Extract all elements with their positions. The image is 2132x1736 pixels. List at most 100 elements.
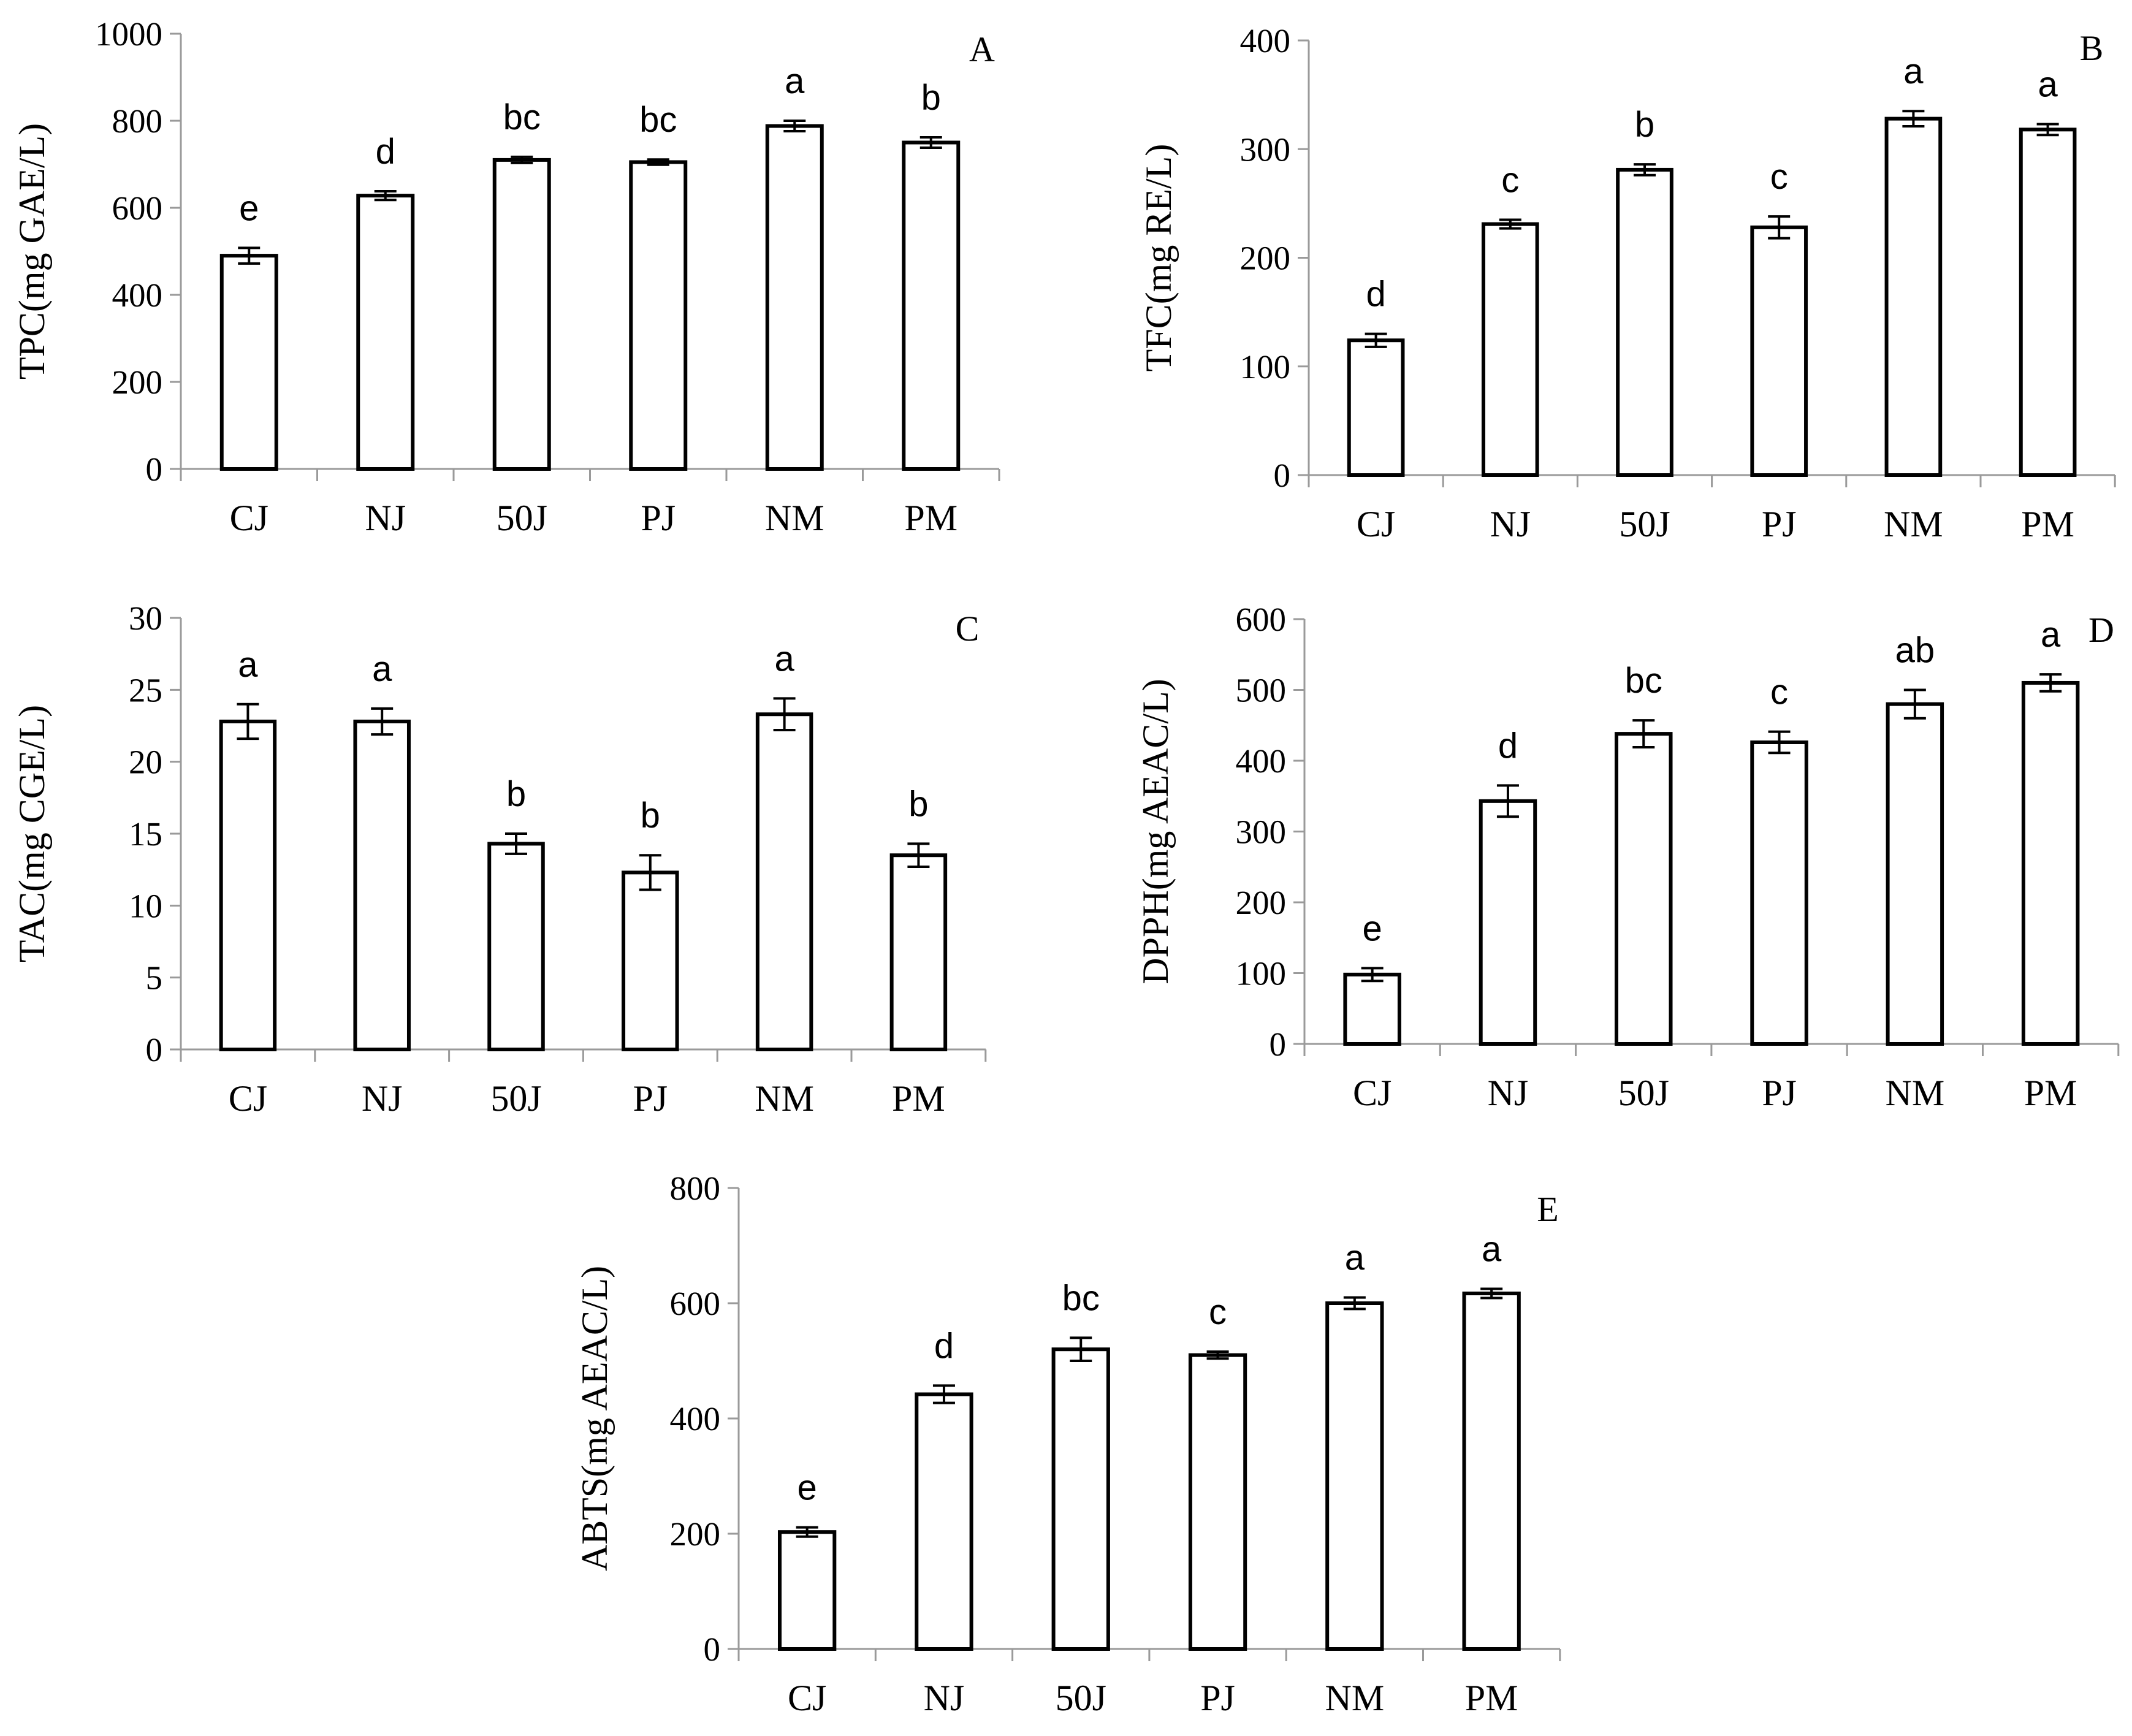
- y-tick-label: 100: [1240, 348, 1291, 386]
- bar-50j: [487, 842, 545, 1051]
- significance-label: c: [1770, 672, 1788, 712]
- y-tick-label: 200: [1240, 240, 1291, 277]
- significance-label: d: [1498, 726, 1518, 766]
- bar-cj: [219, 719, 277, 1051]
- y-tick-label: 0: [704, 1631, 721, 1668]
- category-label: PJ: [1200, 1678, 1235, 1718]
- bar-pm: [902, 140, 961, 471]
- bar-nm: [765, 124, 824, 471]
- bar-nm: [1886, 702, 1944, 1046]
- significance-label: c: [1209, 1292, 1227, 1332]
- y-tick-label: 500: [1236, 672, 1287, 709]
- panel-label: E: [1537, 1189, 1558, 1229]
- significance-label: c: [1501, 160, 1519, 200]
- category-label: NM: [755, 1078, 814, 1119]
- significance-label: a: [238, 645, 258, 685]
- panel-label: A: [969, 29, 995, 69]
- category-label: NJ: [1490, 504, 1531, 544]
- bar-50j: [1614, 732, 1673, 1046]
- panel-label: C: [956, 609, 980, 649]
- y-tick-label: 0: [1270, 1026, 1287, 1063]
- y-tick-label: 5: [146, 959, 163, 997]
- bar-cj: [1343, 972, 1401, 1046]
- significance-label: bc: [639, 100, 677, 140]
- bar-pj: [1750, 740, 1808, 1046]
- significance-label: a: [1903, 51, 1924, 91]
- bar-nj: [1479, 799, 1537, 1046]
- category-label: 50J: [490, 1078, 541, 1119]
- bar-50j: [492, 158, 551, 471]
- bar-nj: [356, 194, 415, 471]
- significance-label: a: [1345, 1238, 1365, 1278]
- bar-cj: [219, 254, 278, 471]
- y-tick-label: 600: [1236, 601, 1287, 638]
- y-tick-label: 15: [129, 815, 162, 853]
- significance-label: b: [641, 796, 660, 836]
- y-tick-label: 10: [129, 887, 162, 924]
- category-label: NJ: [362, 1078, 403, 1119]
- y-axis-title: TPC(mg GAE/L): [12, 123, 52, 379]
- significance-label: d: [376, 132, 395, 172]
- significance-label: b: [506, 774, 526, 814]
- bar-cj: [1347, 338, 1405, 478]
- category-label: PM: [2024, 1073, 2077, 1113]
- category-label: PJ: [1762, 504, 1797, 544]
- category-label: PJ: [633, 1078, 668, 1119]
- chart-e: 0 200 400 600 800 e CJ d NJ bc 50J c PJ a NM a PM E ABTS(m…: [574, 1170, 1561, 1718]
- category-label: PM: [1465, 1678, 1518, 1718]
- y-tick-label: 200: [1236, 884, 1287, 921]
- panel-label: B: [2080, 28, 2104, 68]
- bar-pj: [1750, 225, 1808, 477]
- bar-pm: [889, 853, 948, 1051]
- category-label: CJ: [1353, 1073, 1392, 1113]
- bar-nj: [1481, 222, 1539, 477]
- y-axis-title: TAC(mg CGE/L): [12, 705, 52, 962]
- significance-label: e: [239, 188, 259, 228]
- y-tick-label: 200: [112, 364, 163, 401]
- y-tick-label: 300: [1236, 813, 1287, 851]
- y-tick-label: 600: [112, 189, 163, 227]
- bar-nj: [915, 1392, 973, 1651]
- category-label: NJ: [1488, 1073, 1529, 1113]
- chart-b: 0 100 200 300 400 d CJ c NJ b 50J c PJ a NM a PM B TFC(mg …: [1138, 22, 2116, 544]
- bar-cj: [777, 1530, 837, 1651]
- significance-label: ab: [1895, 631, 1935, 671]
- significance-label: d: [934, 1326, 954, 1366]
- bar-50j: [1616, 167, 1673, 477]
- category-label: CJ: [230, 498, 268, 538]
- y-tick-label: 25: [129, 671, 162, 709]
- y-tick-label: 300: [1240, 131, 1291, 168]
- significance-label: a: [2041, 615, 2061, 655]
- chart-c: 0 5 10 15 20 25 30 a CJ a NJ b 50J b PJ a NM b PM C TAC(mg C…: [12, 600, 987, 1119]
- category-label: CJ: [788, 1678, 826, 1718]
- category-label: PJ: [641, 498, 676, 538]
- significance-label: b: [1635, 105, 1654, 145]
- bar-nj: [353, 719, 411, 1051]
- chart-a: 0 200 400 600 800 1000 e CJ d NJ bc 50J bc PJ a NM b PM A T…: [12, 15, 1000, 538]
- bar-pm: [1462, 1292, 1521, 1651]
- significance-label: c: [1770, 157, 1788, 197]
- bar-pj: [1188, 1353, 1247, 1651]
- y-tick-label: 400: [112, 276, 163, 314]
- y-tick-label: 800: [670, 1170, 721, 1207]
- category-label: NJ: [924, 1678, 965, 1718]
- category-label: PM: [904, 498, 957, 538]
- category-label: NJ: [365, 498, 406, 538]
- category-label: 50J: [497, 498, 547, 538]
- category-label: PM: [892, 1078, 945, 1119]
- y-tick-label: 800: [112, 102, 163, 140]
- y-tick-label: 0: [1274, 457, 1291, 494]
- y-tick-label: 0: [146, 451, 163, 488]
- y-tick-label: 400: [670, 1400, 721, 1437]
- category-label: NM: [1884, 504, 1943, 544]
- bar-pj: [622, 870, 679, 1051]
- category-label: CJ: [229, 1078, 267, 1119]
- y-tick-label: 100: [1236, 955, 1287, 992]
- y-axis-title: ABTS(mg AEAC/L): [574, 1266, 615, 1571]
- category-label: 50J: [1619, 504, 1670, 544]
- bar-nm: [1325, 1301, 1384, 1651]
- significance-label: a: [774, 639, 794, 679]
- y-axis-title: TFC(mg RE/L): [1138, 144, 1179, 372]
- category-label: PJ: [1762, 1073, 1797, 1113]
- significance-label: a: [785, 61, 805, 101]
